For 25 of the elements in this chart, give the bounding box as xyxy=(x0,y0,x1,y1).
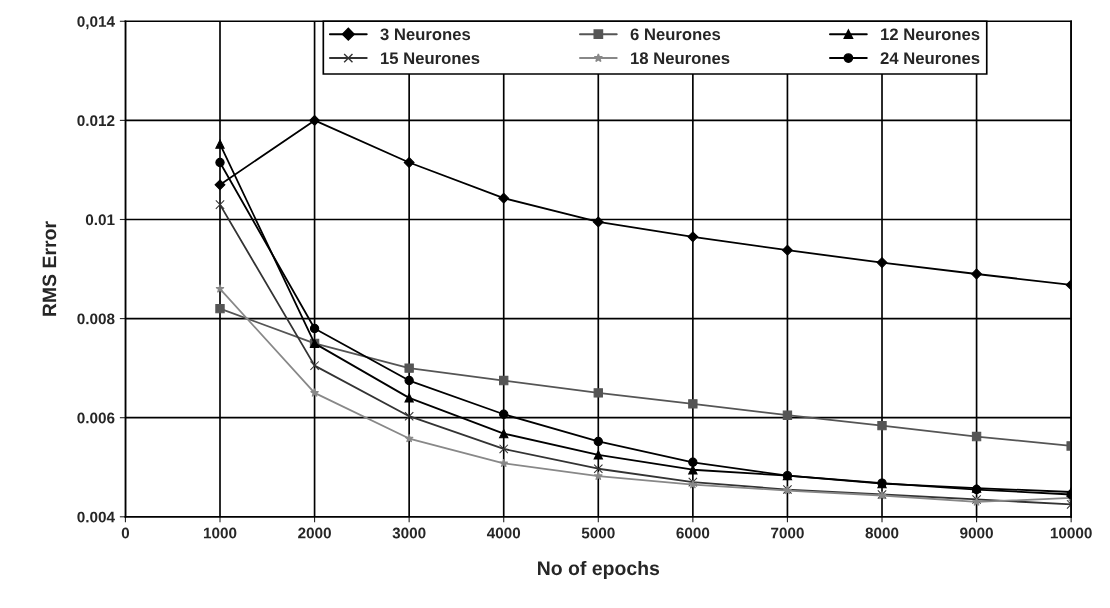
legend-label: 12 Neurones xyxy=(881,28,980,41)
legend-label: 15 Neurones xyxy=(381,52,480,65)
legend-label: 24 Neurones xyxy=(880,52,980,65)
y-axis-title: RMS Error xyxy=(42,221,57,316)
x-tick-label: 9000 xyxy=(960,527,993,539)
x-tick-label: 2000 xyxy=(298,527,331,539)
x-tick-label: 4000 xyxy=(486,527,521,539)
y-tick-label: 0.008 xyxy=(77,313,115,325)
legend-label: 3 Neurones xyxy=(380,28,471,41)
x-tick-label: 7000 xyxy=(771,527,804,539)
x-tick-label: 5000 xyxy=(581,527,615,539)
y-tick-label: 0.004 xyxy=(77,511,115,523)
x-axis-title: No of epochs xyxy=(538,560,660,580)
x-tick-label: 6000 xyxy=(676,527,710,539)
y-tick-label: 0.01 xyxy=(85,214,115,226)
x-tick-label: 1000 xyxy=(203,527,237,539)
legend-label: 18 Neurones xyxy=(631,52,730,65)
x-tick-label: 0 xyxy=(121,527,130,539)
y-tick-label: 0.012 xyxy=(77,115,115,127)
x-tick-label: 3000 xyxy=(392,527,426,539)
legend-label: 6 Neurones xyxy=(630,28,721,41)
y-tick-label: 0.006 xyxy=(77,412,115,424)
y-tick-label: 0,014 xyxy=(77,16,115,30)
x-tick-label: 10000 xyxy=(1050,527,1092,539)
x-tick-label: 8000 xyxy=(865,527,899,539)
